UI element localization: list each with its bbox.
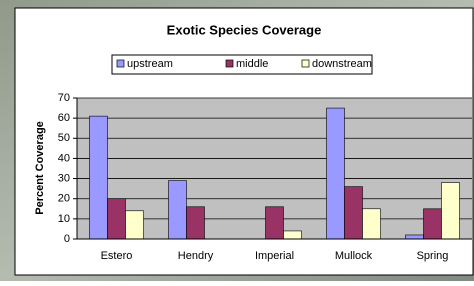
- bar: [363, 209, 381, 239]
- bar: [108, 199, 126, 239]
- legend-swatch: [302, 60, 309, 67]
- chart-title: Exotic Species Coverage: [167, 22, 322, 37]
- y-tick-label: 70: [58, 92, 70, 104]
- chart: Exotic Species Coverage Percent Coverage…: [0, 0, 474, 281]
- legend-swatch: [117, 60, 124, 67]
- bar: [187, 207, 205, 239]
- bar: [424, 209, 442, 239]
- bar: [126, 211, 144, 239]
- x-tick-label: Hendry: [178, 250, 214, 262]
- legend-label: middle: [236, 58, 268, 70]
- x-tick-label: Estero: [101, 250, 133, 262]
- bar: [442, 183, 460, 239]
- y-tick-label: 30: [58, 172, 70, 184]
- bar: [284, 231, 302, 239]
- bar: [266, 207, 284, 239]
- bar: [327, 108, 345, 239]
- y-axis-label: Percent Coverage: [34, 121, 46, 215]
- bar: [345, 187, 363, 239]
- y-tick-label: 20: [58, 193, 70, 205]
- bar: [90, 116, 108, 239]
- x-tick-label: Mullock: [335, 250, 373, 262]
- legend-label: upstream: [127, 58, 173, 70]
- x-tick-label: Imperial: [255, 250, 294, 262]
- bar: [406, 235, 424, 239]
- y-tick-label: 0: [64, 233, 70, 245]
- y-tick-label: 40: [58, 152, 70, 164]
- x-tick-label: Spring: [417, 250, 449, 262]
- legend-swatch: [226, 60, 233, 67]
- bar: [169, 181, 187, 239]
- legend-label: downstream: [312, 58, 372, 70]
- y-tick-label: 60: [58, 112, 70, 124]
- y-tick-label: 50: [58, 132, 70, 144]
- y-tick-label: 10: [58, 213, 70, 225]
